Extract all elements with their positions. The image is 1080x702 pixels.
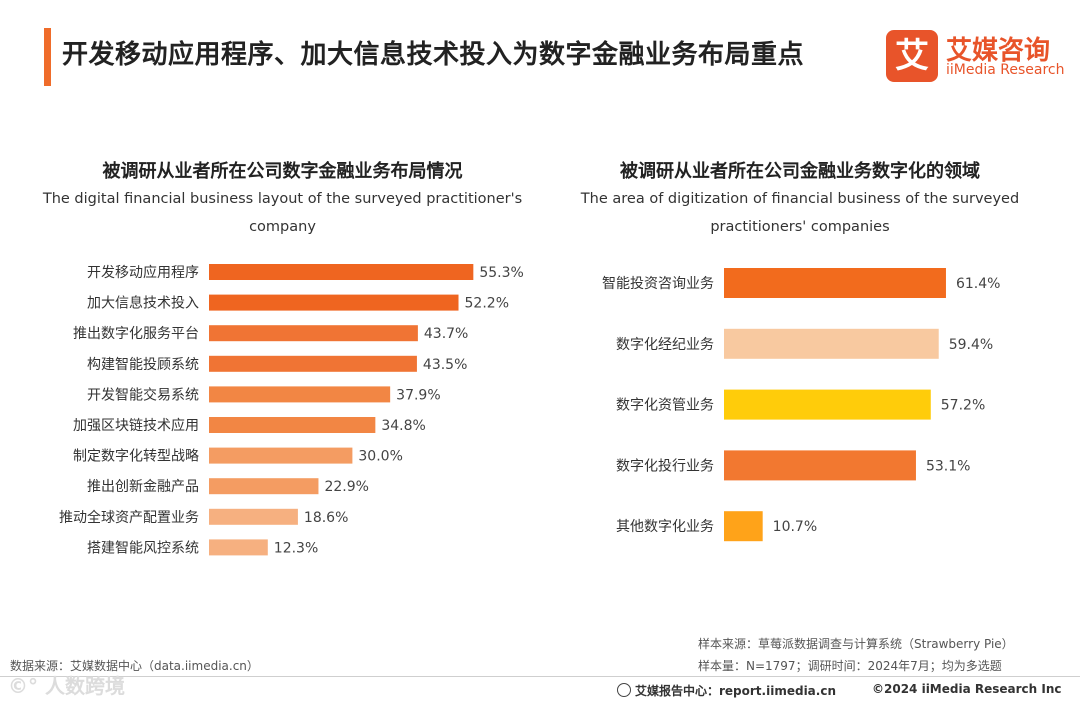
left-bar	[209, 478, 319, 495]
right-value-label: 59.4%	[949, 337, 993, 353]
left-category-label: 开发智能交易系统	[87, 386, 199, 403]
right-category-label: 智能投资咨询业务	[602, 276, 714, 292]
right-category-label: 数字化资管业务	[616, 398, 714, 414]
right-bar	[724, 511, 763, 542]
left-bar	[209, 386, 391, 403]
left-value-label: 55.3%	[479, 265, 523, 281]
report-center[interactable]: 艾媒报告中心：report.iimedia.cn	[617, 682, 836, 699]
left-value-label: 18.6%	[304, 510, 348, 526]
left-category-label: 推出数字化服务平台	[73, 326, 199, 342]
left-category-label: 加大信息技术投入	[87, 295, 199, 312]
right-value-label: 61.4%	[956, 276, 1000, 292]
left-category-label: 推出创新金融产品	[87, 479, 199, 495]
iimedia-logo: 艾 艾媒咨询 iiMedia Research	[886, 30, 1066, 86]
right-bar	[724, 450, 916, 481]
right-category-label: 其他数字化业务	[616, 519, 714, 535]
data-source: 数据来源：艾媒数据中心（data.iimedia.cn）	[10, 659, 259, 673]
left-bar	[209, 264, 474, 280]
left-category-label: 构建智能投顾系统	[87, 357, 199, 373]
right-bar	[724, 389, 931, 420]
left-chart-subtitle: The digital financial business layout of…	[42, 191, 523, 235]
left-bar	[209, 355, 417, 372]
left-bar	[209, 417, 376, 433]
watermark: ©° 人数跨境	[8, 674, 125, 698]
left-bar	[209, 447, 353, 464]
left-category-label: 推动全球资产配置业务	[59, 509, 199, 526]
right-category-label: 数字化投行业务	[616, 458, 714, 474]
logo-en-text: iiMedia Research	[946, 62, 1065, 78]
title-accent-bar	[44, 28, 51, 86]
report-center-text: 艾媒报告中心：report.iimedia.cn	[635, 684, 836, 698]
right-value-label: 53.1%	[926, 458, 970, 474]
left-category-label: 制定数字化转型战略	[73, 449, 199, 465]
right-bar	[724, 268, 946, 298]
left-value-label: 22.9%	[324, 479, 368, 495]
left-value-label: 30.0%	[358, 449, 402, 465]
right-category-label: 数字化经纪业务	[616, 337, 714, 353]
left-bar	[209, 325, 418, 342]
sample-info: 样本量：N=1797；调研时间：2024年7月；均为多选题	[698, 659, 1002, 673]
left-bar	[209, 508, 298, 525]
left-value-label: 12.3%	[274, 540, 318, 556]
left-value-label: 37.9%	[396, 387, 440, 403]
page-title: 开发移动应用程序、加大信息技术投入为数字金融业务布局重点	[62, 40, 805, 70]
logo-mark: 艾	[886, 30, 938, 82]
right-bar	[724, 328, 939, 359]
copyright: ©2024 iiMedia Research Inc	[872, 682, 1062, 696]
sample-source: 样本来源：草莓派数据调查与计算系统（Strawberry Pie）	[698, 637, 1014, 651]
right-chart-subtitle: The area of digitization of financial bu…	[580, 191, 1020, 235]
left-value-label: 52.2%	[465, 296, 509, 312]
right-chart-title: 被调研从业者所在公司金融业务数字化的领域	[620, 161, 980, 182]
left-category-label: 加强区块链技术应用	[73, 417, 199, 434]
left-bar	[209, 539, 268, 556]
left-category-label: 搭建智能风控系统	[87, 540, 199, 556]
footer-divider	[0, 676, 1080, 677]
right-value-label: 10.7%	[773, 519, 817, 535]
left-value-label: 43.5%	[423, 357, 467, 373]
left-bar	[209, 294, 459, 311]
left-chart-title: 被调研从业者所在公司数字金融业务布局情况	[102, 161, 463, 182]
logo-cn-text: 艾媒咨询	[946, 36, 1051, 66]
globe-icon	[617, 683, 631, 697]
left-value-label: 43.7%	[424, 326, 468, 342]
left-value-label: 34.8%	[381, 418, 425, 434]
left-category-label: 开发移动应用程序	[87, 264, 199, 281]
right-value-label: 57.2%	[941, 398, 985, 414]
